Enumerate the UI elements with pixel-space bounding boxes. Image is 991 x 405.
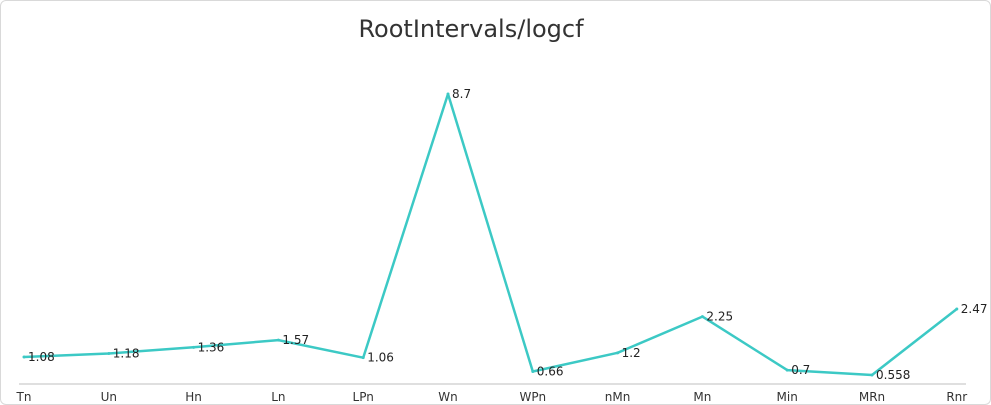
x-tick-label: Wn — [438, 390, 457, 404]
x-tick-label: MRn — [859, 390, 885, 404]
x-tick-label: Un — [101, 390, 117, 404]
data-point — [616, 351, 620, 355]
x-tick-label: nMn — [605, 390, 631, 404]
data-point — [955, 307, 959, 311]
data-point — [870, 373, 874, 377]
data-label: 0.66 — [537, 364, 564, 378]
data-label: 1.57 — [282, 333, 309, 347]
chart-title: RootIntervals/logcf — [358, 15, 584, 43]
x-tick-label: Hn — [185, 390, 202, 404]
data-point — [531, 369, 535, 373]
data-point — [361, 356, 365, 360]
data-label: 1.36 — [198, 340, 225, 354]
x-tick-label: Mn — [693, 390, 711, 404]
data-label: 1.06 — [367, 351, 394, 365]
data-point — [446, 92, 450, 96]
data-label: 1.18 — [113, 347, 140, 361]
x-tick-label: Tn — [16, 390, 32, 404]
data-label: 2.25 — [706, 310, 733, 324]
data-point — [22, 355, 26, 359]
data-point — [700, 315, 704, 319]
x-tick-label: LPn — [353, 390, 374, 404]
x-tick-label: WPn — [520, 390, 547, 404]
x-tick-label: Ln — [271, 390, 285, 404]
data-label: 1.08 — [28, 350, 55, 364]
data-label: 8.7 — [452, 87, 471, 101]
data-label: 0.7 — [791, 363, 810, 377]
data-label: 1.2 — [622, 346, 641, 360]
data-label: 0.558 — [876, 368, 910, 382]
data-point — [107, 352, 111, 356]
data-point — [276, 338, 280, 342]
series-line — [23, 92, 958, 377]
data-point — [192, 345, 196, 349]
x-tick-label: Rnr — [946, 390, 967, 404]
x-tick-label: Min — [777, 390, 798, 404]
data-point — [785, 368, 789, 372]
data-label: 2.47 — [961, 302, 988, 316]
